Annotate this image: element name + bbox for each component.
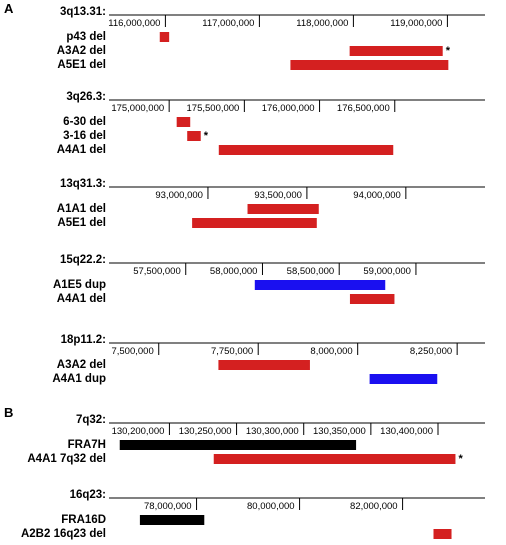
tick-label: 78,000,000	[144, 501, 192, 512]
tick-label: 58,000,000	[210, 266, 258, 277]
feature-bar-p43-del	[159, 32, 170, 42]
tick-label: 8,000,000	[310, 346, 352, 357]
tick-label: 175,500,000	[187, 103, 240, 114]
feature-bar-a3a2-del	[349, 46, 443, 56]
feature-label-fra16d: FRA16D	[61, 514, 106, 526]
tick-label: 8,250,000	[410, 346, 452, 357]
significance-star: *	[203, 130, 209, 142]
region-label: 3q13.31:	[59, 6, 106, 18]
feature-bar-a3a2-del	[218, 360, 310, 370]
region-label: 16q23:	[69, 489, 106, 501]
feature-label-a4a1-dup: A4A1 dup	[52, 373, 106, 385]
tick-label: 130,200,000	[112, 426, 165, 437]
region-label: 15q22.2:	[59, 254, 106, 266]
feature-bar-6-30-del	[176, 117, 191, 127]
tick-label: 58,500,000	[287, 266, 335, 277]
tick-label: 7,500,000	[111, 346, 153, 357]
feature-label-a1a1-del: A1A1 del	[56, 203, 106, 215]
region-label: 3q26.3:	[66, 91, 106, 103]
feature-bar-a4a1-del	[349, 294, 395, 304]
tick-label: 176,000,000	[262, 103, 315, 114]
tick-label: 93,500,000	[254, 190, 302, 201]
tick-label: 57,500,000	[133, 266, 181, 277]
tick-label: 176,500,000	[337, 103, 390, 114]
tick-label: 59,000,000	[363, 266, 411, 277]
feature-label-a4a1-7q32-del: A4A1 7q32 del	[27, 453, 106, 465]
feature-bar-a4a1-del	[218, 145, 394, 155]
feature-bar-fra16d	[139, 515, 205, 525]
feature-label-fra7h: FRA7H	[67, 439, 106, 451]
feature-label-a5e1-del: A5E1 del	[57, 59, 106, 71]
region-label: 13q31.3:	[59, 178, 106, 190]
feature-label-6-30-del: 6-30 del	[63, 116, 106, 128]
feature-bar-a1a1-del	[247, 204, 319, 214]
feature-label-a3a2-del: A3A2 del	[56, 359, 106, 371]
feature-label-a1e5-dup: A1E5 dup	[52, 279, 106, 291]
tick-label: 119,000,000	[390, 18, 442, 29]
tick-label: 82,000,000	[350, 501, 398, 512]
tick-label: 130,400,000	[380, 426, 433, 437]
tick-label: 7,750,000	[211, 346, 253, 357]
tick-label: 130,350,000	[313, 426, 366, 437]
feature-bar-a4a1-dup	[369, 374, 438, 384]
feature-label-a3a2-del: A3A2 del	[56, 45, 106, 57]
feature-label-p43-del: p43 del	[66, 31, 106, 43]
region-label: 18p11.2:	[60, 334, 106, 346]
feature-bar-3-16-del	[187, 131, 201, 141]
tick-label: 175,000,000	[111, 103, 164, 114]
feature-bar-a4a1-7q32-del	[213, 454, 456, 464]
feature-bar-a1e5-dup	[254, 280, 386, 290]
panel-letter-a: A	[4, 1, 14, 16]
feature-bar-a2b2-16q23-del	[433, 529, 452, 539]
tick-label: 93,000,000	[155, 190, 203, 201]
tick-label: 80,000,000	[247, 501, 295, 512]
tick-label: 118,000,000	[296, 18, 348, 29]
feature-label-a2b2-16q23-del: A2B2 16q23 del	[20, 528, 106, 540]
feature-label-a5e1-del: A5E1 del	[57, 217, 106, 229]
feature-label-3-16-del: 3-16 del	[63, 130, 106, 142]
panel-letter-b: B	[4, 405, 14, 420]
significance-star: *	[458, 453, 463, 465]
region-label: 7q32:	[75, 414, 106, 426]
tick-label: 94,000,000	[353, 190, 401, 201]
tick-label: 130,250,000	[179, 426, 232, 437]
feature-bar-a5e1-del	[192, 218, 317, 228]
tick-label: 116,000,000	[108, 18, 160, 29]
tick-label: 130,300,000	[246, 426, 299, 437]
feature-bar-fra7h	[119, 440, 357, 450]
feature-label-a4a1-del: A4A1 del	[56, 144, 106, 156]
feature-bar-a5e1-del	[290, 60, 449, 70]
significance-star: *	[445, 45, 450, 57]
feature-label-a4a1-del: A4A1 del	[56, 293, 106, 305]
tick-label: 117,000,000	[202, 18, 254, 29]
